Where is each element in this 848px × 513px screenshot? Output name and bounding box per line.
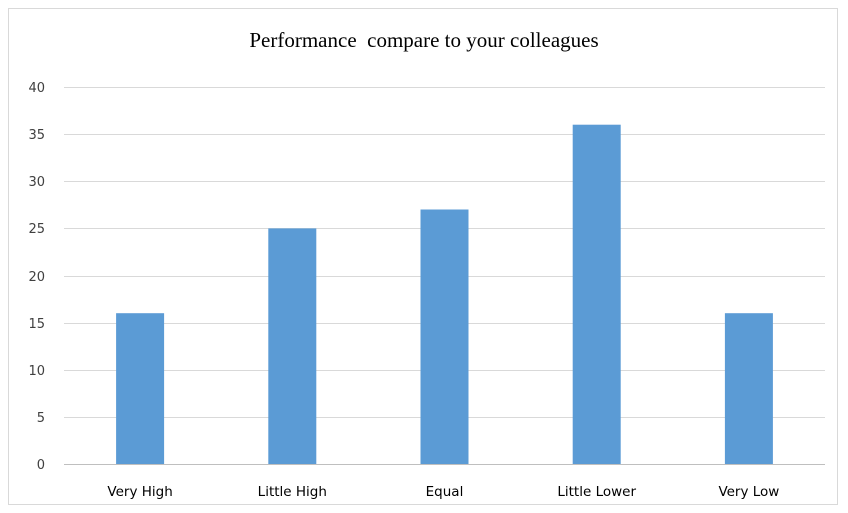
x-tick-label: Little Lower: [557, 484, 636, 500]
y-tick-label: 35: [28, 128, 45, 143]
bar-little-lower: [572, 124, 621, 464]
x-tick-label: Equal: [426, 484, 464, 500]
bar-little-high: [268, 228, 317, 464]
y-axis-ticks: 0 5 10 15 20 25 30 35 40: [28, 81, 45, 473]
y-tick-label: 5: [37, 411, 45, 426]
y-tick-label: 15: [28, 317, 45, 332]
y-tick-label: 25: [28, 222, 45, 237]
y-tick-label: 20: [28, 270, 45, 285]
bar-very-low: [724, 313, 773, 464]
x-tick-label: Very High: [107, 484, 172, 500]
y-tick-label: 10: [28, 364, 45, 379]
chart-title: Performance compare to your colleagues: [249, 28, 599, 52]
y-tick-label: 40: [28, 81, 45, 96]
y-tick-label: 30: [28, 175, 45, 190]
x-tick-label: Very Low: [718, 484, 779, 500]
bar-very-high: [116, 313, 165, 464]
bar-equal: [420, 209, 469, 464]
x-tick-label: Little High: [258, 484, 327, 500]
x-axis-ticks: Very High Little High Equal Little Lower Ver…: [107, 484, 779, 500]
y-tick-label: 0: [37, 458, 45, 473]
bars: [116, 124, 773, 464]
